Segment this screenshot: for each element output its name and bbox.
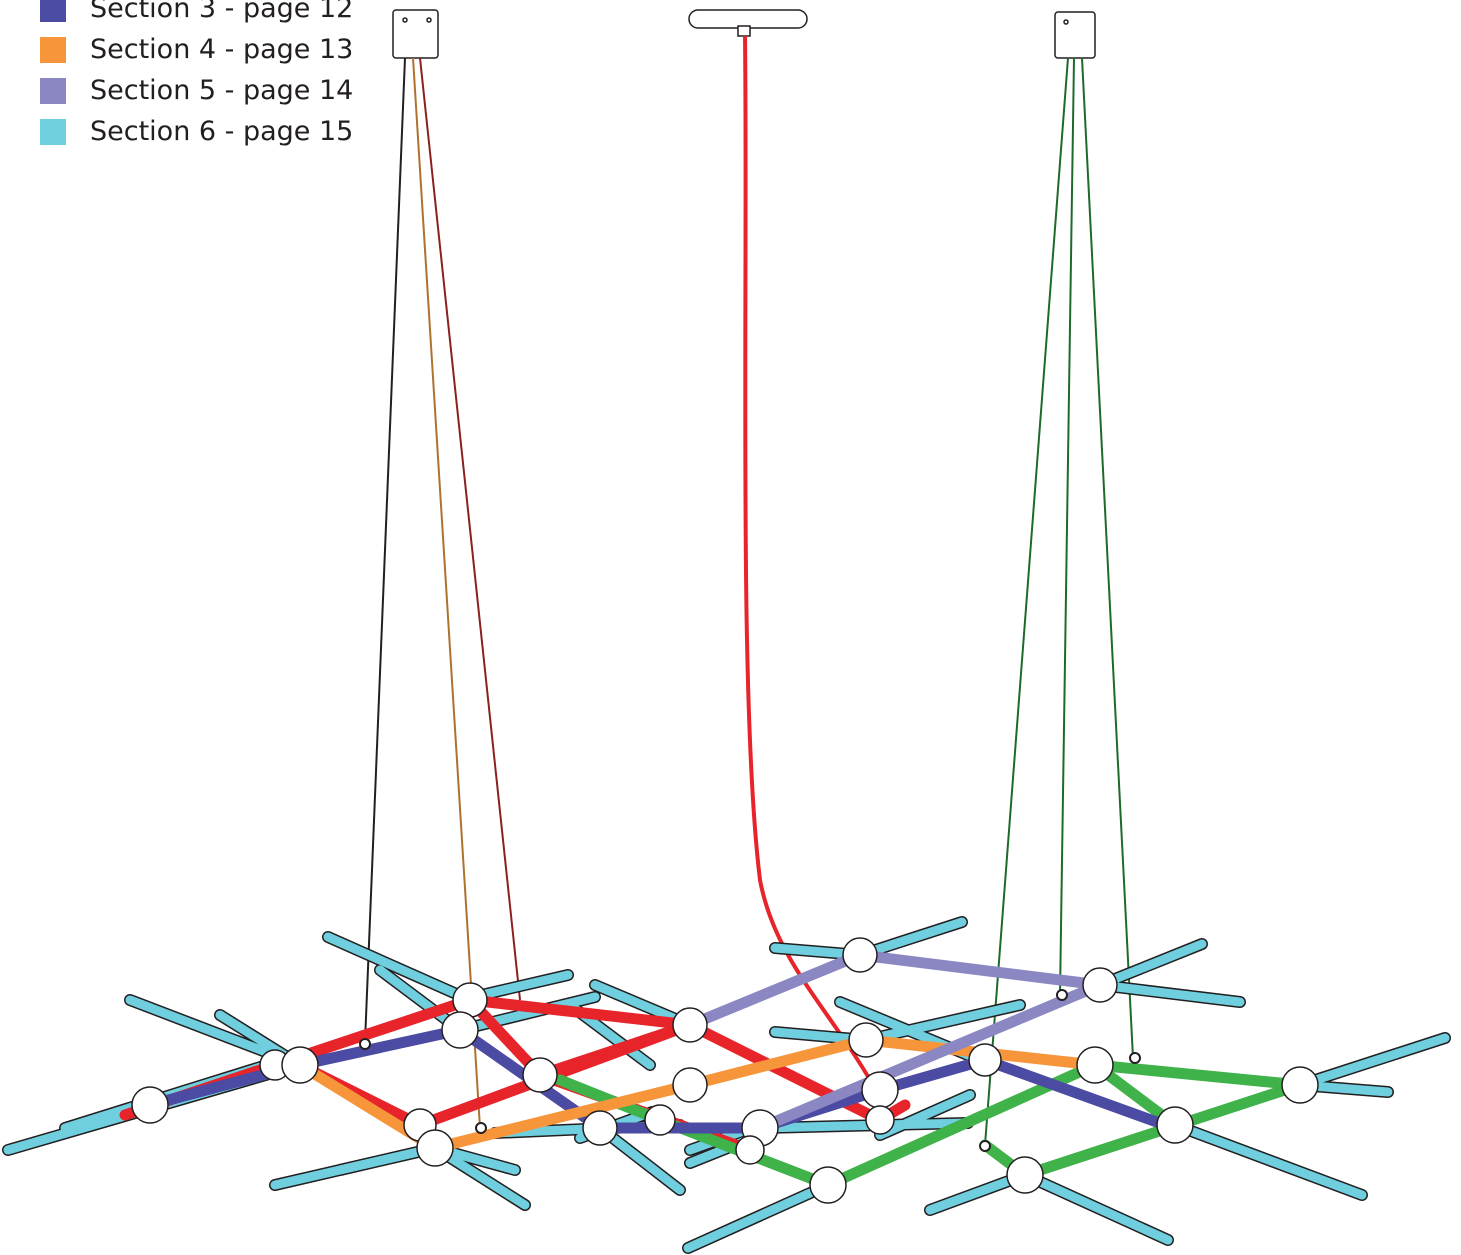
legend-swatch-section-3: [40, 0, 66, 22]
legend: Section 3 - page 12 Section 4 - page 13 …: [40, 0, 353, 152]
legend-item-section-5: Section 5 - page 14: [40, 70, 353, 111]
legend-item-section-6: Section 6 - page 15: [40, 111, 353, 152]
cable-clamps: [359, 989, 1141, 1152]
legend-label-section-4: Section 4 - page 13: [90, 34, 354, 65]
suspension-cables: [364, 35, 1134, 1146]
legend-label-section-5: Section 5 - page 14: [90, 75, 354, 106]
legend-swatch-section-5: [40, 77, 66, 104]
section-5-arms: [684, 949, 1106, 1134]
legend-label-section-6: Section 6 - page 15: [90, 116, 354, 147]
canopy-left: [392, 9, 439, 59]
legend-label-section-3: Section 3 - page 12: [90, 0, 354, 24]
legend-swatch-section-6: [40, 118, 66, 145]
legend-item-section-4: Section 4 - page 13: [40, 29, 353, 70]
legend-item-section-3: Section 3 - page 12: [40, 0, 353, 29]
canopy-right: [1054, 11, 1096, 59]
legend-swatch-section-4: [40, 36, 66, 63]
canopy-center: [688, 9, 808, 37]
connector-nodes: [131, 937, 1319, 1204]
